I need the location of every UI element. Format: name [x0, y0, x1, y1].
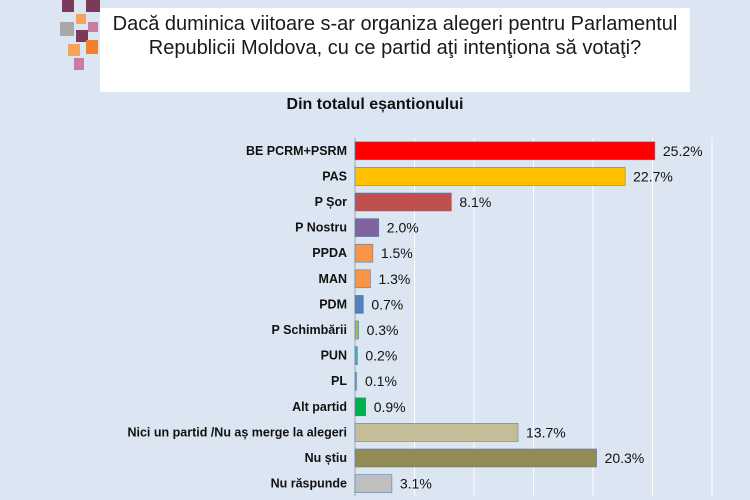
category-label: Nu știu: [305, 451, 347, 465]
bar: [354, 474, 393, 493]
category-label: P Șor: [315, 195, 348, 209]
category-label: PL: [331, 374, 347, 388]
value-label: 25.2%: [663, 143, 703, 159]
bar: [354, 167, 626, 186]
value-label: 0.1%: [365, 373, 397, 389]
category-label: P Schimbării: [272, 323, 348, 337]
bar: [354, 371, 357, 391]
value-label: 1.5%: [381, 245, 413, 261]
category-label: Alt partid: [292, 400, 347, 414]
value-label: 13.7%: [526, 424, 566, 440]
bar: [354, 423, 519, 442]
category-label: MAN: [319, 272, 347, 286]
value-label: 0.7%: [371, 296, 403, 312]
bar: [354, 218, 380, 237]
value-label: 8.1%: [459, 194, 491, 210]
bar: [354, 141, 656, 161]
category-label: PUN: [321, 349, 347, 363]
value-label: 1.3%: [378, 271, 410, 287]
decorative-squares: [60, 0, 100, 70]
bar: [354, 192, 452, 212]
bar: [354, 243, 374, 263]
category-label: Nu răspunde: [271, 477, 347, 491]
value-label: 3.1%: [400, 476, 432, 492]
category-label: PPDA: [312, 246, 347, 260]
category-label: PDM: [319, 297, 347, 311]
category-label: Nici un partid /Nu aș merge la alegeri: [127, 425, 347, 439]
category-label: BE PCRM+PSRM: [246, 144, 347, 158]
bar: [354, 448, 597, 468]
title-background: [100, 8, 690, 92]
category-label: PAS: [322, 169, 347, 183]
value-label: 22.7%: [633, 168, 673, 184]
bar: [354, 320, 359, 340]
bar: [354, 269, 371, 289]
bar: [354, 295, 364, 314]
value-label: 0.2%: [365, 348, 397, 364]
category-label: P Nostru: [295, 221, 347, 235]
chart-title: Dacă duminica viitoare s-ar organiza ale…: [112, 13, 678, 59]
value-label: 0.3%: [367, 322, 399, 338]
value-label: 0.9%: [374, 399, 406, 415]
bar: [354, 346, 358, 365]
value-label: 2.0%: [387, 220, 419, 236]
chart-subtitle: Din totalul eșantionului: [286, 96, 464, 113]
value-label: 20.3%: [605, 450, 645, 466]
bar: [354, 397, 367, 417]
